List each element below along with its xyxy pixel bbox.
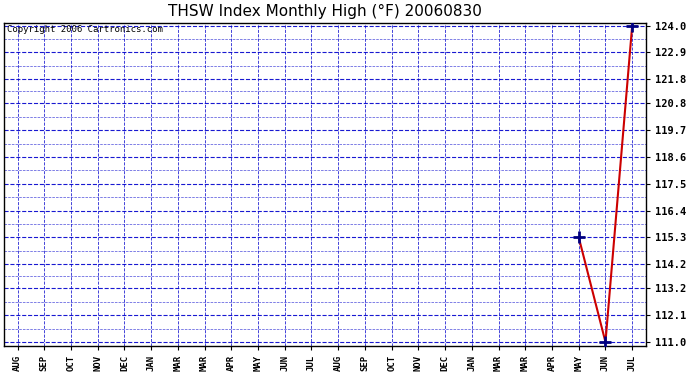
Title: THSW Index Monthly High (°F) 20060830: THSW Index Monthly High (°F) 20060830 bbox=[168, 4, 482, 19]
Text: Copyright 2006 Cartronics.com: Copyright 2006 Cartronics.com bbox=[8, 25, 164, 34]
